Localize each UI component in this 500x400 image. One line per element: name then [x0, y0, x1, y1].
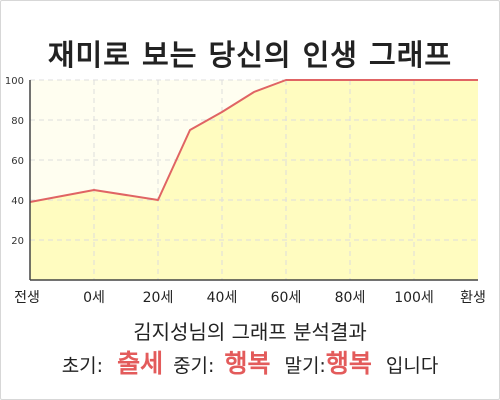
x-tick-label-5: 80세: [335, 290, 366, 306]
y-tick-label-80: 80: [11, 116, 24, 127]
page-title: 재미로 보는 당신의 인생 그래프: [47, 38, 453, 72]
analysis-summary: 초기: 출세 중기: 행복 말기:행복 입니다: [0, 344, 500, 380]
y-tick-label-100: 100: [5, 76, 24, 87]
life-area-fill: [30, 80, 478, 280]
x-tick-label-4: 60세: [271, 290, 302, 306]
ending-text: 입니다: [385, 355, 439, 377]
x-tick-label-6: 100세: [394, 290, 434, 306]
middle-label: 중기:: [173, 355, 215, 377]
early-value: 출세: [117, 349, 164, 378]
x-tick-label-1: 0세: [83, 290, 105, 306]
analysis-title: 김지성님의 그래프 분석결과: [133, 320, 367, 344]
x-tick-label-7: 환생: [460, 290, 486, 306]
x-tick-label-2: 20세: [143, 290, 174, 306]
late-label: 말기:: [284, 355, 326, 377]
x-tick-label-3: 40세: [207, 290, 238, 306]
x-tick-label-0: 전생: [14, 290, 40, 306]
y-tick-label-20: 20: [11, 236, 24, 247]
y-tick-label-60: 60: [11, 156, 24, 167]
late-value: 행복: [325, 349, 372, 378]
middle-value: 행복: [224, 349, 271, 378]
life-line: [29, 79, 478, 203]
early-label: 초기:: [61, 355, 104, 377]
y-tick-label-40: 40: [11, 196, 24, 207]
